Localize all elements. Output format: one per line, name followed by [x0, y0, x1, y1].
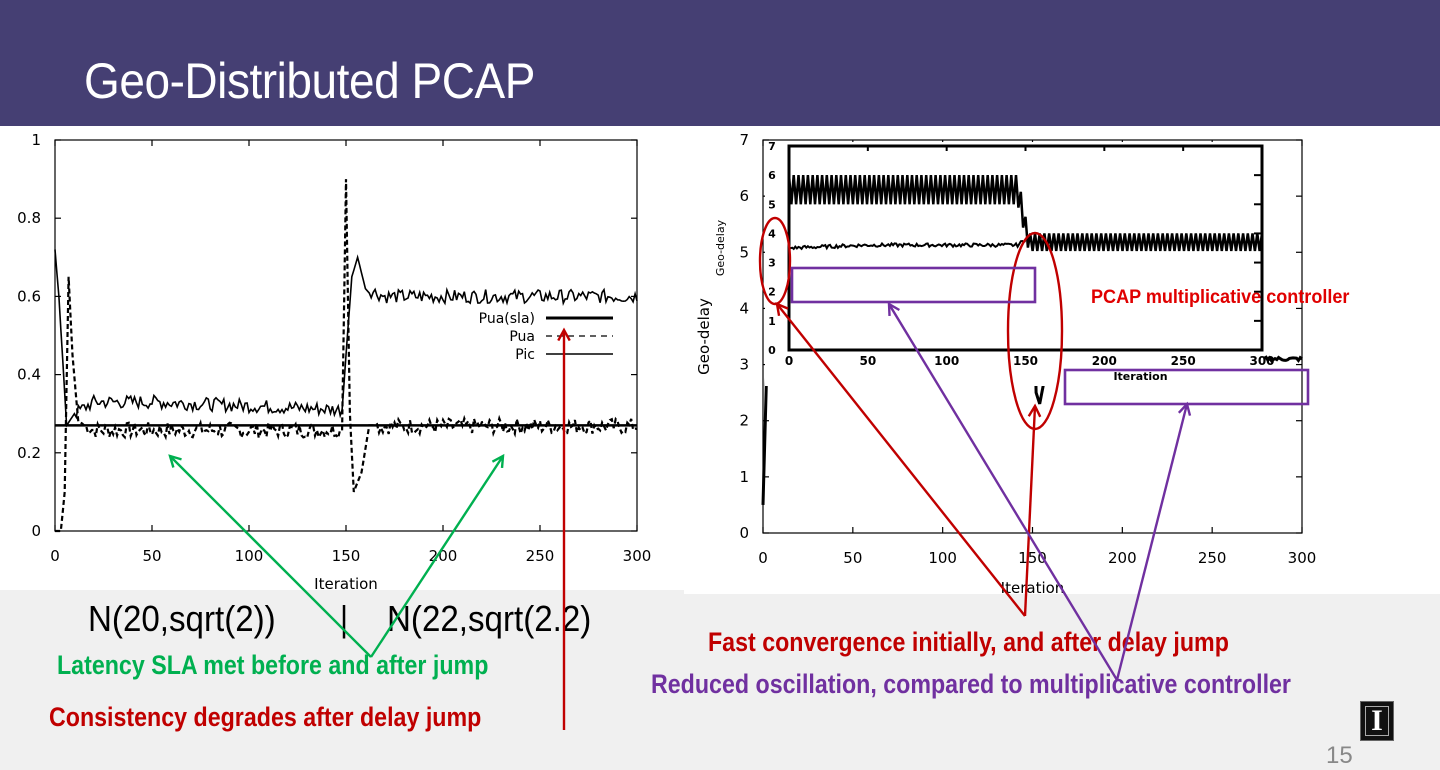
latency-caption: Latency SLA met before and after jump	[57, 650, 489, 680]
page-number: 15	[1326, 742, 1353, 769]
inset-y-tick-label: 0	[768, 344, 776, 357]
left-x-axis-label: Iteration	[314, 575, 378, 590]
right-y-tick-label: 7	[739, 131, 749, 149]
inset-y-tick-label: 5	[768, 198, 776, 211]
right-y-tick-label: 6	[739, 187, 749, 205]
inset-y-tick-label: 1	[768, 315, 776, 328]
inset-x-axis-label: Iteration	[1113, 370, 1167, 383]
inset-x-tick-label: 0	[785, 354, 793, 368]
right-x-tick-label: 0	[758, 549, 768, 567]
right-x-axis-label: Iteration	[1001, 579, 1065, 594]
left-x-tick-label: 300	[623, 547, 652, 565]
inset-y-axis-label: Geo-delay	[714, 219, 727, 276]
inset-x-tick-label: 150	[1013, 354, 1038, 368]
left-y-tick-label: 0	[31, 522, 41, 540]
inset-pcap-line	[788, 239, 1026, 251]
left-x-tick-label: 200	[429, 547, 458, 565]
left-x-tick-label: 250	[526, 547, 555, 565]
left-x-tick-label: 100	[235, 547, 264, 565]
pcap-multiplicative-label: PCAP multiplicative controller	[1091, 287, 1350, 308]
right-x-tick-label: 50	[843, 549, 862, 567]
inset-multiplicative-line	[787, 174, 1264, 252]
right-x-tick-label: 150	[1018, 549, 1047, 567]
left-chart-panel: 0 50 100 150 200 250 300 0 0.2 0.4 0.6 0.8 1 Iteratio…	[0, 126, 684, 593]
left-y-tick-label: 0.6	[17, 287, 41, 305]
distribution-before-label: N(20,sqrt(2))	[88, 598, 276, 639]
right-y-tick-label: 5	[739, 243, 749, 261]
distribution-separator: |	[340, 598, 349, 639]
right-x-tick-label: 300	[1288, 549, 1317, 567]
latency-consistency-chart: 0 50 100 150 200 250 300 0 0.2 0.4 0.6 0.8 1 Iteratio…	[17, 131, 652, 593]
inset-y-tick-label: 3	[768, 257, 776, 270]
series-pua-line	[55, 179, 638, 533]
inset-x-tick-label: 200	[1092, 354, 1117, 368]
left-x-tick-label: 150	[332, 547, 361, 565]
right-x-tick-label: 100	[928, 549, 957, 567]
inset-x-tick-label: 300	[1249, 354, 1274, 368]
left-y-tick-label: 0.4	[17, 366, 41, 384]
left-y-tick-label: 0.8	[17, 209, 41, 227]
slide-header: Geo-Distributed PCAP	[0, 0, 1440, 126]
inset-x-tick-label: 50	[859, 354, 876, 368]
left-x-tick-label: 0	[50, 547, 60, 565]
right-y-tick-label: 1	[739, 468, 749, 486]
right-y-tick-label: 4	[739, 299, 749, 317]
right-x-tick-label: 250	[1198, 549, 1227, 567]
geo-delay-chart: 0 50 100 150 200 250 30001234567IterationGeo-d…	[695, 131, 1317, 597]
consistency-caption: Consistency degrades after delay jump	[49, 702, 482, 732]
legend-label: Pic	[515, 347, 535, 363]
inset-x-tick-label: 100	[934, 354, 959, 368]
right-y-tick-label: 0	[739, 524, 749, 542]
inset-y-tick-label: 7	[768, 140, 776, 153]
series-pic-line	[54, 249, 638, 428]
legend-label: Pua	[509, 329, 535, 345]
distribution-after-label: N(22,sqrt(2.2)	[387, 598, 592, 639]
right-x-tick-label: 200	[1108, 549, 1137, 567]
logo-glyph: I	[1365, 706, 1389, 736]
inset-x-tick-label: 250	[1171, 354, 1196, 368]
right-y-tick-label: 2	[739, 412, 749, 430]
legend-label: Pua(sla)	[479, 311, 535, 327]
inset-y-tick-label: 6	[768, 169, 776, 182]
left-x-tick-label: 50	[142, 547, 161, 565]
university-logo: I	[1360, 701, 1394, 741]
fast-convergence-caption: Fast convergence initially, and after de…	[708, 627, 1229, 657]
slide-title: Geo-Distributed PCAP	[84, 53, 535, 109]
right-chart-panel: 0 50 100 150 200 250 300 0 1 2 3 4 5 6 7 Iteration Geo-d…	[684, 126, 1440, 597]
inset-y-tick-label: 4	[768, 227, 776, 240]
inset-y-tick-label: 2	[768, 286, 776, 299]
left-y-tick-label: 0.2	[17, 444, 41, 462]
right-y-axis-label: Geo-delay	[695, 298, 713, 375]
left-y-tick-label: 1	[31, 131, 41, 149]
right-y-tick-label: 3	[739, 356, 749, 374]
reduced-oscillation-caption: Reduced oscillation, compared to multipl…	[651, 669, 1291, 699]
